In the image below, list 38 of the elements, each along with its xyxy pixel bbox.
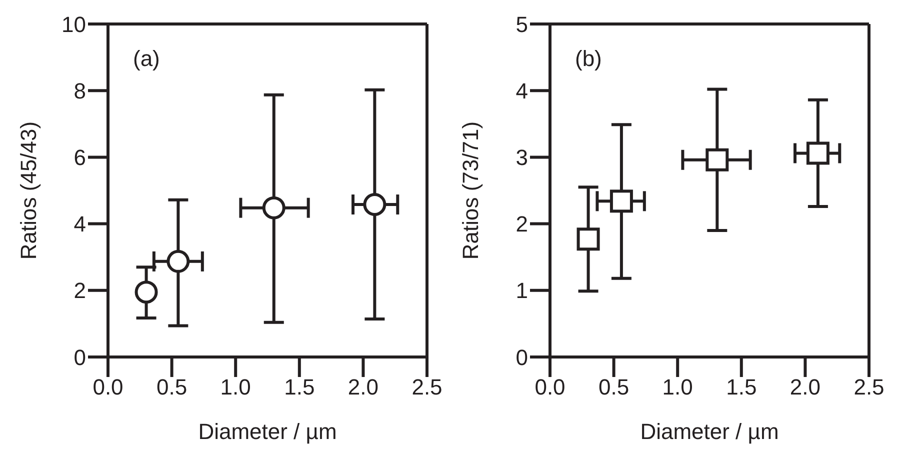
x-axis-title: Diameter / µm [640, 419, 779, 444]
y-axis-title: Ratios (73/71) [458, 121, 483, 260]
y-tick-label: 4 [74, 212, 86, 237]
annotation: (b) [575, 46, 602, 72]
x-tick-label: 1.0 [220, 374, 251, 400]
y-tick-label: 4 [516, 78, 528, 104]
y-tick-label: 10 [62, 12, 86, 37]
x-tick-label: 0.0 [534, 374, 566, 400]
x-tick-label: 2.0 [348, 374, 378, 400]
x-tick-label: 1.5 [726, 374, 757, 400]
point [806, 142, 830, 165]
point [134, 280, 158, 304]
y-tick-label: 3 [516, 145, 528, 170]
point [262, 196, 286, 220]
point [166, 250, 190, 273]
x-tick-label: 2.5 [854, 374, 884, 400]
y-tick-label: 2 [74, 278, 86, 304]
x-tick-label: 1.5 [284, 374, 315, 400]
point [363, 192, 386, 216]
y-tick-label: 2 [516, 212, 528, 237]
point [576, 228, 600, 251]
y-tick-label: 1 [516, 278, 528, 304]
annotation: (a) [133, 46, 160, 72]
point [610, 190, 633, 213]
x-tick-label: 0.0 [92, 374, 124, 400]
point [706, 148, 729, 172]
x-tick-label: 0.5 [156, 374, 188, 400]
x-tick-label: 1.0 [662, 374, 693, 400]
y-tick-label: 6 [74, 145, 86, 170]
x-tick-label: 2.0 [790, 374, 820, 400]
y-tick-label: 8 [74, 78, 86, 104]
y-axis-title: Ratios (45/43) [16, 121, 41, 260]
x-tick-label: 0.5 [598, 374, 630, 400]
y-tick-label: 0 [74, 344, 86, 370]
x-tick-label: 2.5 [412, 374, 442, 400]
x-axis-title: Diameter / µm [198, 419, 337, 444]
y-tick-label: 5 [516, 12, 528, 37]
y-tick-label: 0 [516, 344, 528, 370]
